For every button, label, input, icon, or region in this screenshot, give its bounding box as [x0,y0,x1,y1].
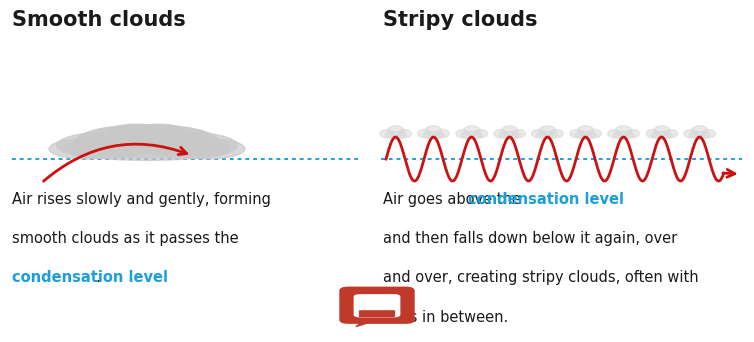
Ellipse shape [539,126,556,136]
Ellipse shape [464,126,480,136]
Ellipse shape [646,130,660,138]
Ellipse shape [651,132,673,139]
Ellipse shape [575,132,596,139]
Ellipse shape [501,126,518,136]
Ellipse shape [691,126,708,136]
Text: condensation level: condensation level [12,270,168,285]
Text: Smooth clouds: Smooth clouds [12,10,185,30]
Text: smooth clouds as it passes the: smooth clouds as it passes the [12,231,239,246]
Ellipse shape [537,132,558,139]
Text: condensation level: condensation level [468,192,624,207]
Text: .: . [96,270,100,285]
Ellipse shape [107,124,164,141]
Ellipse shape [613,132,634,139]
Ellipse shape [570,130,584,138]
Ellipse shape [130,124,187,141]
Ellipse shape [626,130,639,138]
Ellipse shape [57,132,155,158]
Ellipse shape [121,126,211,151]
Ellipse shape [398,130,412,138]
Ellipse shape [72,135,162,156]
Ellipse shape [170,139,245,159]
FancyBboxPatch shape [354,294,400,317]
Ellipse shape [388,126,404,136]
Text: Air rises slowly and gently, forming: Air rises slowly and gently, forming [12,192,271,207]
Ellipse shape [608,130,621,138]
Ellipse shape [456,130,470,138]
Ellipse shape [499,132,520,139]
Ellipse shape [64,137,230,160]
Ellipse shape [75,125,219,158]
Text: and over, creating stripy clouds, often with: and over, creating stripy clouds, often … [383,270,699,285]
Ellipse shape [436,130,449,138]
Ellipse shape [380,130,394,138]
Ellipse shape [532,130,545,138]
Ellipse shape [550,130,563,138]
Ellipse shape [106,126,188,146]
Ellipse shape [512,130,526,138]
Text: lines in between.: lines in between. [383,310,508,325]
Text: Stripy clouds: Stripy clouds [383,10,538,30]
Ellipse shape [664,130,678,138]
Polygon shape [356,317,383,327]
Ellipse shape [702,130,716,138]
Ellipse shape [588,130,602,138]
Ellipse shape [654,126,670,136]
Ellipse shape [425,126,442,136]
Ellipse shape [615,126,632,136]
Ellipse shape [461,132,483,139]
FancyBboxPatch shape [339,287,415,324]
Ellipse shape [132,135,222,156]
Ellipse shape [139,132,238,158]
FancyBboxPatch shape [359,310,395,317]
Ellipse shape [418,130,431,138]
Text: and then falls down below it again, over: and then falls down below it again, over [383,231,677,246]
Ellipse shape [684,130,697,138]
Text: Air goes above the: Air goes above the [383,192,526,207]
Ellipse shape [474,130,488,138]
Ellipse shape [49,139,124,159]
Ellipse shape [578,126,594,136]
Ellipse shape [83,126,173,151]
Ellipse shape [494,130,507,138]
Ellipse shape [689,132,710,139]
Ellipse shape [385,132,406,139]
Ellipse shape [423,132,444,139]
